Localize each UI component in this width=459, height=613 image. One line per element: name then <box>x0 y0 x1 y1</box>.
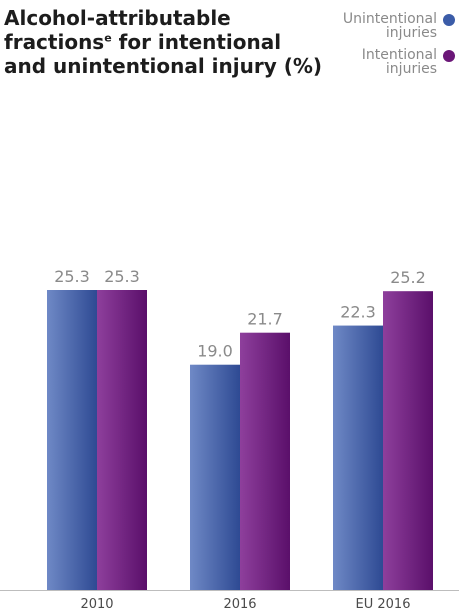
legend-label-line: injuries <box>385 61 437 77</box>
x-tick-label: EU 2016 <box>356 597 411 612</box>
data-label: 25.3 <box>54 267 90 286</box>
bar-unintentional-2010 <box>47 290 97 590</box>
title-rest: for intentional and unintentional injury… <box>4 30 323 78</box>
data-label: 21.7 <box>247 310 283 329</box>
title-main: Alcohol-attributable fractions <box>4 6 231 54</box>
data-label: 25.2 <box>390 268 426 287</box>
legend-swatch-unintentional <box>443 14 455 26</box>
data-label: 19.0 <box>197 342 233 361</box>
title-footnote-marker: e <box>104 31 112 45</box>
legend-label-line: Intentional <box>361 47 437 63</box>
chart-title: Alcohol-attributable fractionse for inte… <box>4 6 324 78</box>
legend-label-intentional: Intentional injuries <box>362 48 437 76</box>
legend-item-intentional: Intentional injuries <box>362 48 455 76</box>
data-label: 22.3 <box>340 303 376 322</box>
data-label: 25.3 <box>104 267 140 286</box>
legend-label-line: injuries <box>385 25 437 41</box>
legend-swatch-intentional <box>443 50 455 62</box>
legend-label-line: Unintentional <box>342 11 437 27</box>
x-tick-label: 2010 <box>80 597 113 612</box>
bar-intentional-eu-2016 <box>383 291 433 590</box>
bar-intentional-2010 <box>97 290 147 590</box>
x-tick-label: 2016 <box>223 597 256 612</box>
legend-item-unintentional: Unintentional injuries <box>343 12 455 40</box>
bar-intentional-2016 <box>240 332 290 590</box>
legend-label-unintentional: Unintentional injuries <box>343 12 437 40</box>
bar-unintentional-eu-2016 <box>333 325 383 590</box>
bar-unintentional-2016 <box>190 364 240 590</box>
